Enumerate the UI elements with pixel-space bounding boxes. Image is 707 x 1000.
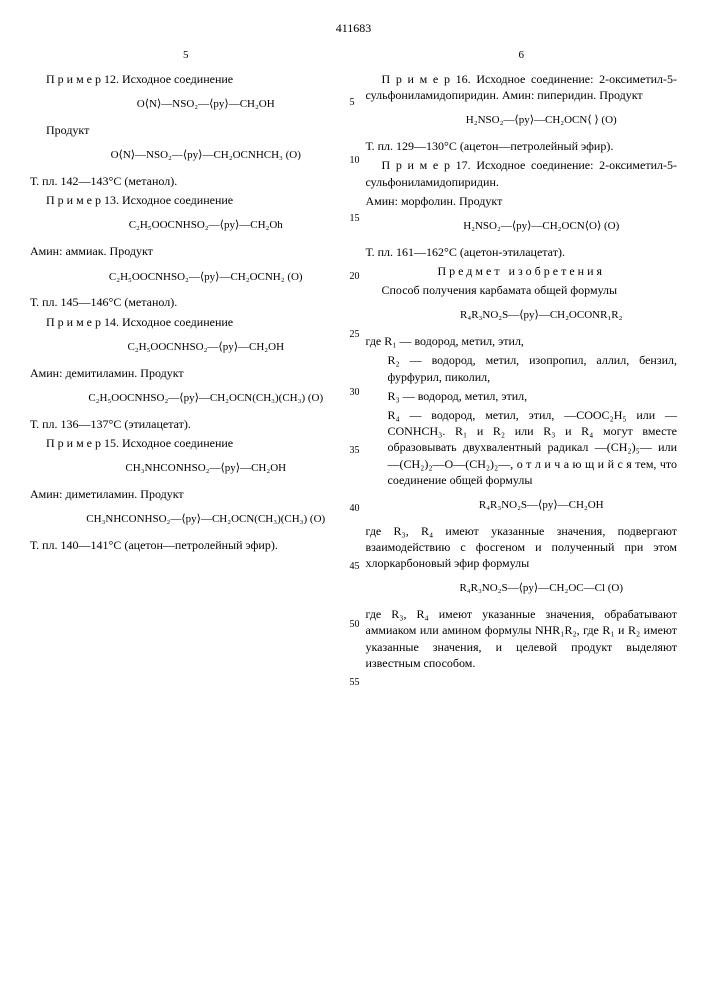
- ex17-mp: Т. пл. 161—162°C (ацетон-этилацетат).: [366, 244, 678, 260]
- line-marker: 35: [350, 444, 360, 458]
- subject-structure-1: R₄R₃NO₂S—⟨py⟩—CH₂OCONR₁R₂: [406, 308, 678, 323]
- ex15-structure-1: CH₃NHCONHSO₂—⟨py⟩—CH₂OH: [70, 461, 342, 476]
- subject-structure-2: R₄R₃NO₂S—⟨py⟩—CH₂OH: [406, 498, 678, 513]
- ex14-amine: Амин: демитиламин. Продукт: [30, 365, 342, 381]
- ex14-structure-2: C₂H₅OOCNHSO₂—⟨py⟩—CH₂OCN(CH₃)(CH₃) (O): [70, 391, 342, 406]
- ex12-title: П р и м е р 12. Исходное соединение: [30, 71, 342, 87]
- ex13-structure-2: C₂H₅OOCNHSO₂—⟨py⟩—CH₂OCNH₂ (O): [70, 270, 342, 285]
- ex13-mp: Т. пл. 145—146°C (метанол).: [30, 294, 342, 310]
- line-marker: 50: [350, 618, 360, 632]
- line-marker: 5: [350, 96, 355, 110]
- ex16-mp: Т. пл. 129—130°C (ацетон—петролейный эфи…: [366, 138, 678, 154]
- ex14-structure-1: C₂H₅OOCNHSO₂—⟨py⟩—CH₂OH: [70, 340, 342, 355]
- ex15-amine: Амин: диметиламин. Продукт: [30, 486, 342, 502]
- subject-heading: Предмет изобретения: [366, 263, 678, 279]
- ex13-amine: Амин: аммиак. Продукт: [30, 243, 342, 259]
- where-r3: R₃ — водород, метил, этил,: [366, 388, 678, 404]
- ex12-product-label: Продукт: [30, 122, 342, 138]
- where-r2: R₂ — водород, метил, изопропил, аллил, б…: [366, 352, 678, 384]
- right-col-number: 6: [366, 48, 678, 63]
- ex12-mp: Т. пл. 142—143°C (метанол).: [30, 173, 342, 189]
- where-r4: R₄ — водород, метил, этил, —COOC₂H₅ или …: [366, 407, 678, 488]
- ex12-structure-2: O⟨N⟩—NSO₂—⟨py⟩—CH₂OCNHCH₃ (O): [70, 148, 342, 163]
- right-column: 6 5 10 15 20 25 30 35 40 45 50 55 П р и …: [366, 48, 678, 674]
- ex13-title: П р и м е р 13. Исходное соединение: [30, 192, 342, 208]
- line-marker: 30: [350, 386, 360, 400]
- ex14-title: П р и м е р 14. Исходное соединение: [30, 314, 342, 330]
- ex17-title: П р и м е р 17. Исходное соединение: 2-о…: [366, 157, 678, 189]
- line-marker: 40: [350, 502, 360, 516]
- ex13-structure-1: C₂H₅OOCNHSO₂—⟨py⟩—CH₂Oh: [70, 218, 342, 233]
- where-final: где R₃, R₄ имеют указанные значения, обр…: [366, 606, 678, 671]
- ex15-title: П р и м е р 15. Исходное соединение: [30, 435, 342, 451]
- ex14-mp: Т. пл. 136—137°C (этилацетат).: [30, 416, 342, 432]
- ex17-amine: Амин: морфолин. Продукт: [366, 193, 678, 209]
- line-marker: 20: [350, 270, 360, 284]
- ex17-structure: H₂NSO₂—⟨py⟩—CH₂OCN⟨O⟩ (O): [406, 219, 678, 234]
- ex16-structure: H₂NSO₂—⟨py⟩—CH₂OCN⟨ ⟩ (O): [406, 113, 678, 128]
- left-column: 5 П р и м е р 12. Исходное соединение O⟨…: [30, 48, 342, 674]
- ex15-structure-2: CH₃NHCONHSO₂—⟨py⟩—CH₂OCN(CH₃)(CH₃) (O): [70, 512, 342, 527]
- ex16-title: П р и м е р 16. Исходное соединение: 2-о…: [366, 71, 678, 103]
- line-marker: 45: [350, 560, 360, 574]
- line-marker: 15: [350, 212, 360, 226]
- line-marker: 55: [350, 676, 360, 690]
- subject-intro: Способ получения карбамата общей формулы: [366, 282, 678, 298]
- patent-number: 411683: [30, 20, 677, 36]
- line-marker: 25: [350, 328, 360, 342]
- line-marker: 10: [350, 154, 360, 168]
- where-r3r4-a: где R₃, R₄ имеют указанные значения, под…: [366, 523, 678, 572]
- subject-structure-3: R₄R₃NO₂S—⟨py⟩—CH₂OC—Cl (O): [406, 581, 678, 596]
- ex15-mp: Т. пл. 140—141°C (ацетон—петролейный эфи…: [30, 537, 342, 553]
- ex12-structure-1: O⟨N⟩—NSO₂—⟨py⟩—CH₂OH: [70, 97, 342, 112]
- two-column-layout: 5 П р и м е р 12. Исходное соединение O⟨…: [30, 48, 677, 674]
- left-col-number: 5: [30, 48, 342, 63]
- where-r1: где R₁ — водород, метил, этил,: [366, 333, 678, 349]
